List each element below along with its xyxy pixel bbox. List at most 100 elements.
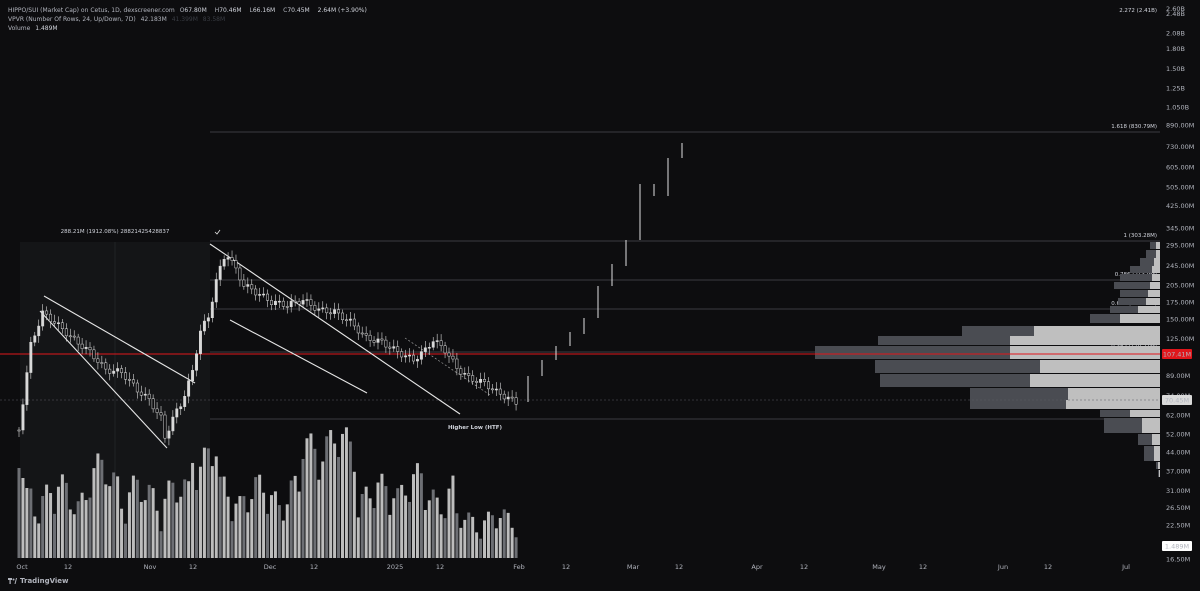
candle-body <box>53 321 56 324</box>
candle-body <box>60 322 64 330</box>
volume-bar <box>175 502 179 558</box>
candle-body <box>439 340 443 346</box>
volume-bar <box>163 498 167 558</box>
candle-body <box>443 345 447 354</box>
candle-body <box>21 404 25 431</box>
last-price-tag-box <box>1162 395 1192 405</box>
y-axis-tick-label: 205.00M <box>1166 281 1194 289</box>
volume-bar <box>352 471 356 558</box>
y-axis-tick-label: 505.00M <box>1166 183 1194 191</box>
candle-body <box>92 349 96 360</box>
volume-profile-up <box>1010 346 1160 359</box>
volume-bar <box>238 496 242 558</box>
volume-profile-up <box>1146 298 1160 305</box>
candle-body <box>179 406 183 410</box>
candle-body <box>281 300 285 307</box>
volume-bar <box>266 513 270 558</box>
candle-body <box>490 388 494 391</box>
checkmark-icon <box>214 229 221 235</box>
x-axis-tick-label: 12 <box>800 563 808 571</box>
candle-body <box>151 398 155 410</box>
volume-bar <box>218 476 222 558</box>
candle-body <box>72 335 76 338</box>
candle-body <box>498 388 502 395</box>
x-axis-tick-label: Jul <box>1121 563 1130 571</box>
candle-body <box>84 346 88 349</box>
volume-bar <box>277 505 281 558</box>
volume-profile-up <box>1068 388 1160 401</box>
volume-bar <box>301 458 305 558</box>
red-line-price-tag-text: 107.41M <box>1163 350 1191 358</box>
volume-bar <box>33 516 37 558</box>
chart-legend-symbol: HIPPO/SUI (Market Cap) on Cetus, 1D, dex… <box>8 7 370 15</box>
volume-bar <box>285 504 289 558</box>
candle-body <box>447 352 451 357</box>
candle-body <box>258 294 262 296</box>
volume-label: Volume <box>8 25 31 32</box>
volume-profile-up <box>1156 250 1160 261</box>
candle-body <box>266 293 269 301</box>
y-axis-tick-label: 2.48B <box>1166 10 1185 18</box>
y-axis-tick-label: 295.00M <box>1166 242 1194 250</box>
y-axis-tick-label: 62.00M <box>1166 411 1190 419</box>
candle-body <box>404 355 408 358</box>
y-axis-tick-label: 245.00M <box>1166 262 1194 270</box>
volume-bar <box>250 499 254 558</box>
volume-bar <box>483 520 487 558</box>
volume-bar <box>187 481 191 558</box>
trendlines <box>39 243 491 449</box>
y-axis-tick-label: 1.25B <box>1166 85 1185 93</box>
candle-body <box>435 340 439 342</box>
volume-bar <box>412 474 415 558</box>
y-axis-tick-label: 2.60B <box>1166 5 1185 13</box>
candle-body <box>37 325 41 337</box>
candle-body <box>514 397 518 405</box>
candle-body <box>451 355 455 360</box>
volume-profile-down <box>1150 242 1160 249</box>
x-axis-tick-label: 12 <box>675 563 683 571</box>
y-axis-tick-label: 44.00M <box>1166 449 1190 457</box>
candle-body <box>502 393 506 400</box>
volume-bar <box>388 514 392 558</box>
candle-body <box>57 322 60 324</box>
volume-bar <box>262 492 266 558</box>
volume-bar <box>21 478 25 558</box>
volume-profile <box>815 242 1160 477</box>
volume-bar <box>368 498 372 558</box>
x-axis-tick-label: 12 <box>562 563 570 571</box>
volume-bar <box>17 468 21 558</box>
volume-bar <box>120 508 124 558</box>
volume-bar <box>451 475 455 558</box>
volume-profile-down <box>1120 274 1160 281</box>
volume-profile-down <box>1140 258 1160 267</box>
volume-profile-up <box>1142 418 1160 433</box>
tradingview-logo[interactable]: TradingView <box>8 577 69 585</box>
volume-bar <box>64 482 68 558</box>
volume-bar <box>356 517 360 558</box>
y-axis-tick-label: 890.00M <box>1166 122 1194 130</box>
volume-bar <box>273 491 277 558</box>
volume-bar <box>392 498 396 558</box>
candle-body <box>76 336 80 345</box>
candle-body <box>475 380 479 383</box>
volume-profile-down <box>1120 290 1160 297</box>
volume-bar <box>151 488 155 558</box>
volume-bar <box>246 512 250 558</box>
candle-body <box>455 358 459 369</box>
volume-bar <box>56 486 60 558</box>
volume-bar <box>431 489 435 558</box>
volume-bar <box>506 512 510 558</box>
candle-body <box>175 408 179 418</box>
volume-bar <box>475 532 479 558</box>
higher-low-label: Higher Low (HTF) <box>448 425 503 431</box>
candle-body <box>254 288 258 296</box>
candle-body <box>277 300 281 303</box>
x-axis-tick-label: 12 <box>1044 563 1052 571</box>
candle-body <box>33 335 37 343</box>
candle-body <box>415 359 419 362</box>
volume-bar <box>313 448 317 558</box>
volume-bar <box>514 537 518 558</box>
candle-body <box>214 279 218 303</box>
volume-profile-down <box>1118 298 1160 305</box>
